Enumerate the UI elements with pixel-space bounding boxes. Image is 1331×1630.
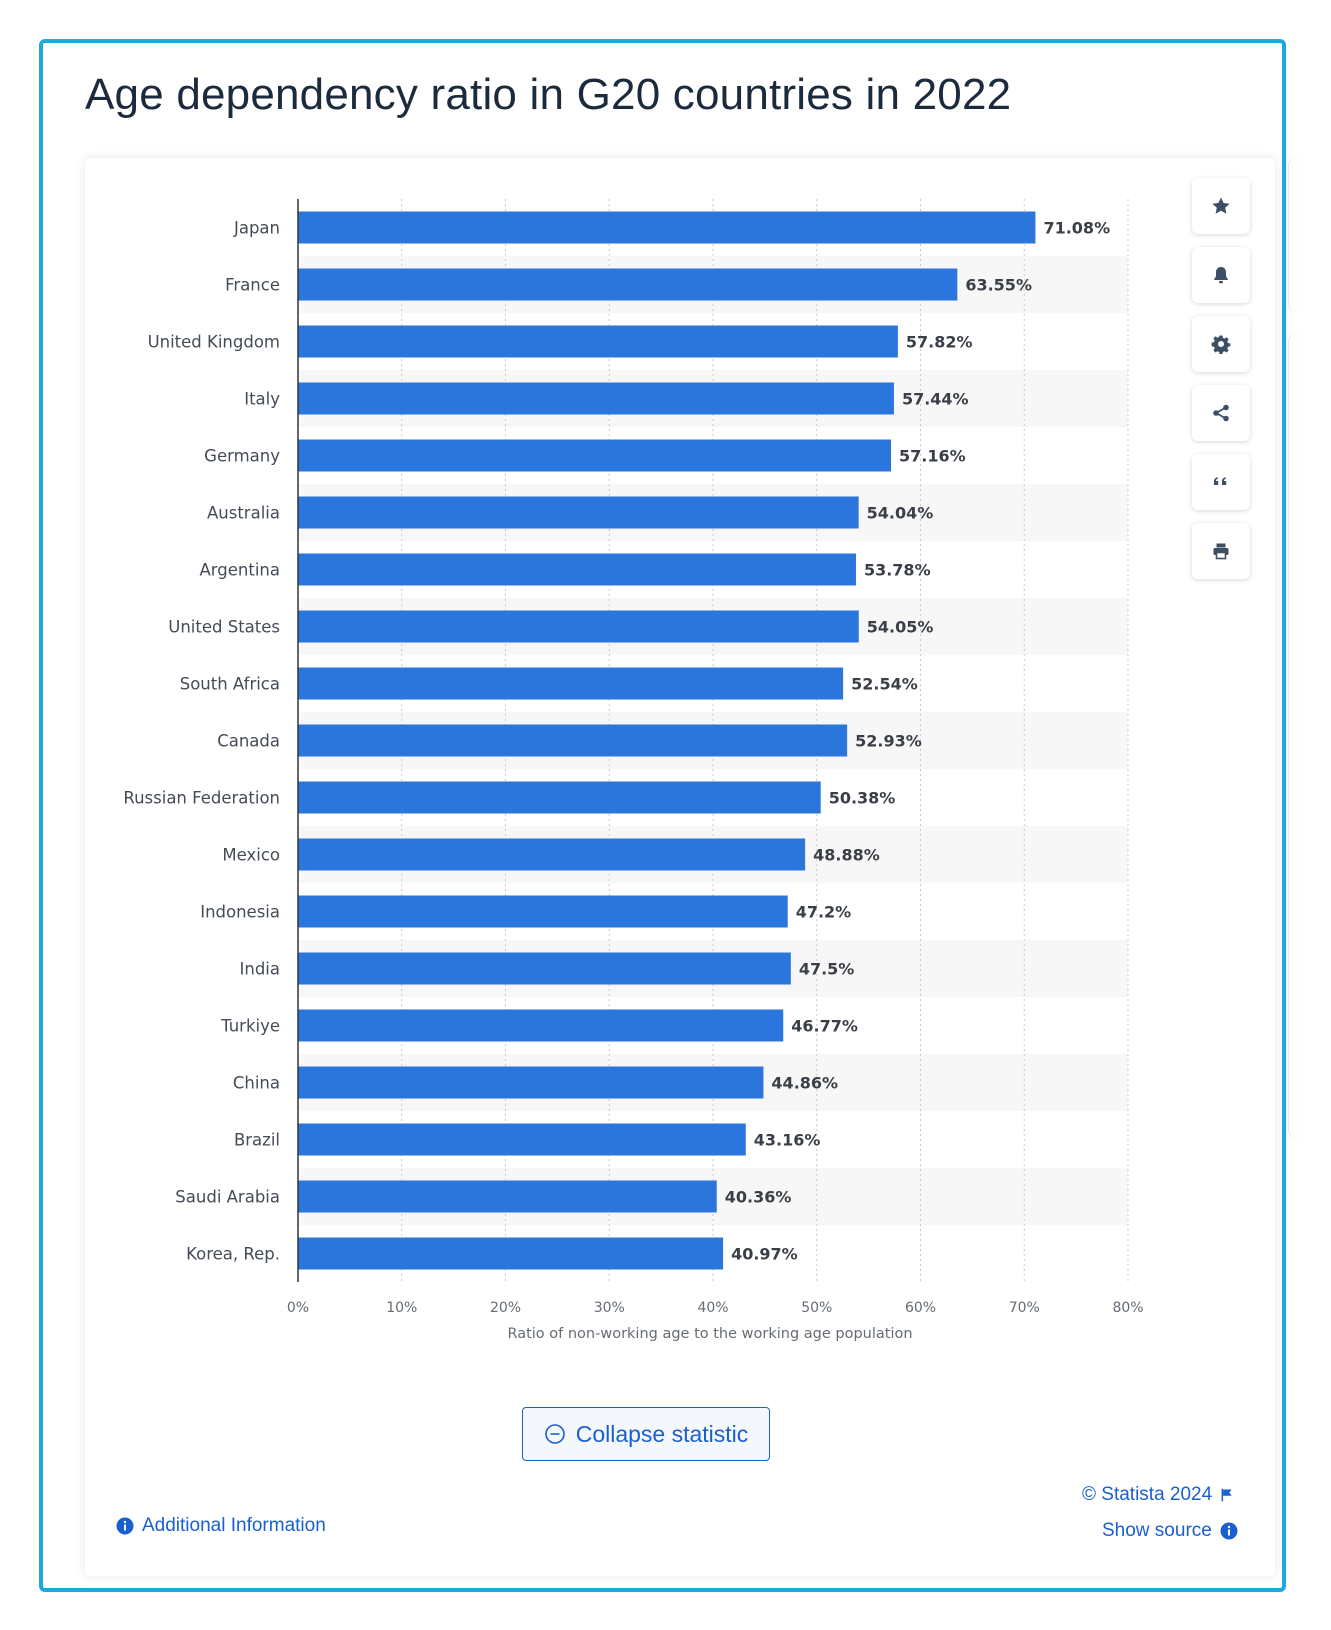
bar [298, 838, 806, 871]
bar [298, 952, 791, 985]
minus-circle-icon [544, 1424, 565, 1444]
x-tick-label: 80% [1112, 1300, 1143, 1316]
cite-button[interactable] [1192, 454, 1250, 510]
category-label: Russian Federation [123, 789, 280, 808]
printer-icon [1213, 543, 1229, 560]
chart-toolbar [1192, 178, 1250, 592]
category-label: Argentina [200, 561, 281, 580]
additional-information-link[interactable]: Additional Information [116, 1515, 326, 1537]
value-label: 48.88% [813, 846, 880, 865]
additional-information-label: Additional Information [142, 1515, 326, 1536]
category-label: United Kingdom [148, 333, 280, 352]
category-label: France [225, 276, 280, 295]
category-label: South Africa [180, 675, 280, 694]
collapse-statistic-label: Collapse statistic [575, 1420, 749, 1447]
category-label: Saudi Arabia [175, 1188, 280, 1207]
side-panel-edge [1288, 160, 1301, 310]
category-label: Brazil [234, 1131, 280, 1150]
category-label: Italy [244, 390, 280, 409]
category-label: Indonesia [200, 903, 280, 922]
value-label: 53.78% [864, 561, 931, 580]
value-label: 46.77% [791, 1017, 858, 1036]
x-tick-label: 10% [386, 1300, 417, 1316]
value-label: 43.16% [754, 1131, 821, 1150]
star-icon [1212, 197, 1230, 214]
bar [298, 1066, 764, 1099]
x-tick-label: 20% [490, 1300, 521, 1316]
x-axis-title: Ratio of non-working age to the working … [507, 1326, 912, 1342]
copyright-text: © Statista 2024 [1082, 1484, 1213, 1505]
value-label: 47.5% [799, 960, 855, 979]
bar [298, 382, 894, 415]
value-label: 44.86% [771, 1074, 838, 1093]
value-label: 52.93% [855, 732, 922, 751]
quote-icon [1214, 477, 1227, 485]
value-label: 50.38% [829, 789, 896, 808]
bar [298, 895, 788, 928]
value-label: 54.04% [867, 504, 934, 523]
category-label: Mexico [222, 846, 280, 865]
value-label: 71.08% [1043, 219, 1110, 238]
category-label: Australia [207, 504, 280, 523]
category-label: India [240, 960, 281, 979]
bar [298, 1180, 717, 1213]
value-label: 63.55% [965, 276, 1032, 295]
x-tick-label: 50% [801, 1300, 832, 1316]
settings-button[interactable] [1192, 316, 1250, 372]
notification-button[interactable] [1192, 247, 1250, 303]
copyright-notice: © Statista 2024 [1082, 1484, 1234, 1506]
x-tick-label: 40% [697, 1300, 728, 1316]
bar [298, 553, 856, 586]
bar [298, 325, 898, 358]
flag-icon[interactable] [1220, 1488, 1234, 1502]
bar-chart: Japan 71.08% France 63.55% United Kingdom 57.… [123, 199, 1144, 1342]
print-button[interactable] [1192, 523, 1250, 579]
bar [298, 1237, 724, 1270]
x-tick-label: 30% [594, 1300, 625, 1316]
bar [298, 268, 958, 301]
category-label: United States [168, 618, 280, 637]
bell-icon [1214, 267, 1228, 284]
share-icon [1213, 404, 1229, 422]
value-label: 40.97% [731, 1245, 798, 1264]
gear-icon [1211, 335, 1231, 354]
page-title: Age dependency ratio in G20 countries in… [85, 70, 1012, 119]
favorite-button[interactable] [1192, 178, 1250, 234]
value-label: 57.44% [902, 390, 969, 409]
bar [298, 211, 1036, 244]
bar [298, 496, 859, 529]
show-source-link[interactable]: Show source [1102, 1520, 1238, 1542]
show-source-label: Show source [1102, 1520, 1212, 1541]
bar [298, 1009, 784, 1042]
value-label: 57.82% [906, 333, 973, 352]
bar [298, 724, 848, 757]
category-label: Turkiye [220, 1017, 280, 1036]
collapse-statistic-button[interactable]: Collapse statistic [522, 1407, 770, 1461]
bar [298, 439, 892, 472]
bar [298, 781, 821, 814]
share-button[interactable] [1192, 385, 1250, 441]
bar [298, 610, 859, 643]
x-tick-label: 0% [287, 1300, 309, 1316]
x-tick-label: 60% [905, 1300, 936, 1316]
value-label: 54.05% [867, 618, 934, 637]
bar [298, 667, 844, 700]
x-tick-label: 70% [1009, 1300, 1040, 1316]
value-label: 52.54% [851, 675, 918, 694]
category-label: Canada [217, 732, 280, 751]
info-icon [1220, 1522, 1238, 1540]
category-label: China [233, 1074, 280, 1093]
category-label: Korea, Rep. [186, 1245, 280, 1264]
side-panel-edge [1288, 336, 1301, 1136]
category-label: Germany [204, 447, 280, 466]
value-label: 47.2% [796, 903, 852, 922]
value-label: 40.36% [725, 1188, 792, 1207]
info-icon [116, 1517, 134, 1535]
category-label: Japan [233, 219, 280, 238]
value-label: 57.16% [899, 447, 966, 466]
bar [298, 1123, 746, 1156]
